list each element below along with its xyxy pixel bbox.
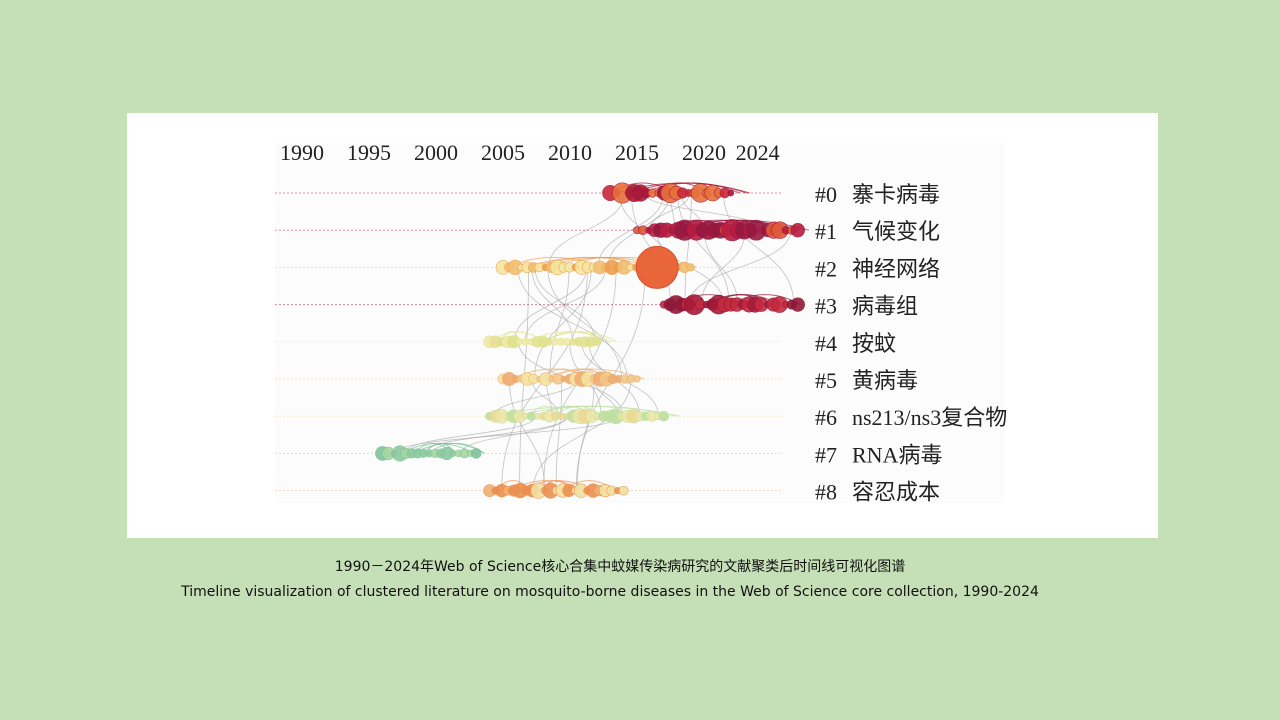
year-tick-label: 1990	[280, 140, 324, 165]
citation-link	[723, 192, 795, 305]
cluster-label: 按蚊	[852, 331, 896, 356]
publication-node	[633, 375, 641, 383]
publication-node	[727, 189, 735, 197]
year-tick-label: 2010	[548, 140, 592, 165]
cluster-id: #3	[815, 294, 837, 319]
publication-node	[790, 297, 805, 312]
citation-link	[547, 267, 622, 380]
citation-link	[684, 192, 692, 305]
year-tick-label: 2020	[682, 140, 726, 165]
caption-english: Timeline visualization of clustered lite…	[181, 584, 1039, 600]
cluster-label: 神经网络	[852, 256, 940, 281]
publication-node	[790, 223, 805, 238]
cluster-id: #1	[815, 219, 837, 244]
publication-node	[592, 337, 601, 346]
citation-link	[423, 416, 569, 454]
year-tick-label: 2005	[481, 140, 525, 165]
year-tick-label: 2015	[615, 140, 659, 165]
year-tick-label: 2024	[736, 140, 780, 165]
citation-link	[549, 267, 570, 380]
year-tick-label: 2000	[414, 140, 458, 165]
cluster-label: RNA病毒	[852, 442, 942, 467]
cluster-id: #8	[815, 480, 837, 505]
timeline-svg: 1990 1995 2000 2005 2010 2015 2020 2024 #0 寨卡病毒 #1…	[275, 140, 1007, 505]
publication-node	[686, 263, 695, 272]
year-tick-label: 1995	[347, 140, 391, 165]
cluster-label: ns213/ns3复合物	[852, 405, 1007, 430]
cluster-id: #0	[815, 182, 837, 207]
publication-node-large	[635, 245, 679, 289]
citation-link	[514, 267, 588, 342]
citation-link	[508, 378, 546, 491]
citation-link	[575, 378, 595, 491]
cluster-label: 容忍成本	[852, 480, 940, 505]
publication-node	[658, 410, 670, 422]
publication-node	[618, 485, 629, 496]
cluster-label: 气候变化	[852, 219, 940, 244]
cluster-id: #6	[815, 405, 837, 430]
citation-link	[677, 192, 730, 305]
cluster-timeline-figure: 1990 1995 2000 2005 2010 2015 2020 2024 #0 寨卡病毒 #1…	[127, 113, 1158, 538]
cluster-id: #5	[815, 368, 837, 393]
cluster-id: #4	[815, 331, 837, 356]
citation-link	[517, 267, 628, 380]
cluster-label: 寨卡病毒	[852, 182, 940, 207]
cluster-id: #7	[815, 442, 837, 467]
citation-link	[597, 192, 665, 268]
publication-node	[557, 412, 566, 420]
cluster-label: 病毒组	[852, 294, 918, 319]
cluster-label: 黄病毒	[852, 368, 918, 393]
cluster-id: #2	[815, 256, 837, 281]
citation-link	[534, 267, 592, 380]
plot-background	[275, 143, 1005, 503]
citation-link	[555, 378, 563, 491]
publication-node	[470, 448, 482, 459]
citation-link	[404, 416, 536, 454]
caption-chinese: 1990－2024年Web of Science核心合集中蚊媒传染病研究的文献聚…	[334, 559, 906, 575]
citation-link	[532, 378, 632, 491]
citation-link	[460, 416, 567, 454]
